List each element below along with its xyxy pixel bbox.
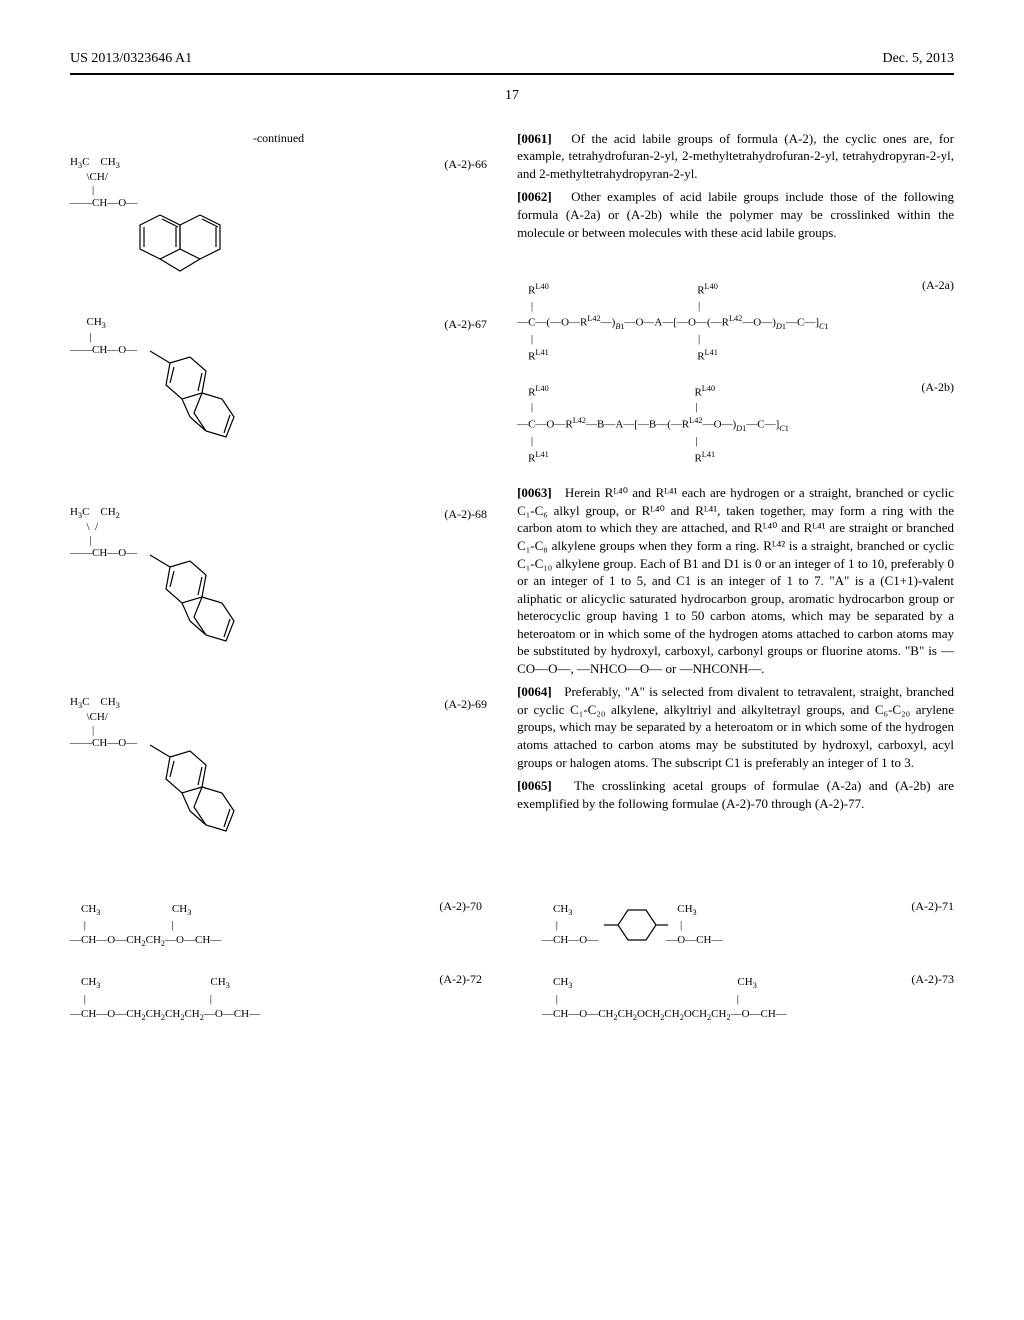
formula-a2b: (A-2b) RL40 RL40 | | —C—O—RL42—B—A—[—B—(…	[517, 383, 954, 467]
structure-a2-68: (A-2)-68 H3C CH2 \ / | ——CH—O—	[70, 506, 487, 676]
chem-text: H3C CH3 \CH/ | ——CH—O—	[70, 696, 487, 751]
chem-text: H3C CH2 \ / | ——CH—O—	[70, 506, 487, 561]
two-column-body: -continued (A-2)-66 H3C CH3 \CH/ | ——CH—…	[70, 130, 954, 886]
para-number: [0063]	[517, 485, 552, 500]
formula-text: RL40 RL40 | | —C—O—RL42—B—A—[—B—(—RL42—O…	[517, 383, 954, 467]
para-number: [0062]	[517, 189, 552, 204]
structure-label: (A-2)-73	[911, 971, 954, 987]
cyclohexane-icon	[604, 902, 660, 948]
chem-text: CH3 CH3 | | —CH—O—CH2CH2OCH2CH2OCH2CH2—O…	[542, 975, 954, 1022]
structure-label: (A-2)-71	[911, 898, 954, 914]
formula-label: (A-2b)	[921, 379, 954, 395]
chem-text: CH3 CH3 | | —CH—O—CH2CH2—O—CH—	[70, 902, 482, 949]
page-number: 17	[70, 87, 954, 106]
structure-a2-73: (A-2)-73 CH3 CH3 | | —CH—O—CH	[542, 975, 954, 1022]
structure-a2-71: (A-2)-71 CH3 | —CH—O— CH3	[542, 902, 954, 949]
header-rule	[70, 73, 954, 75]
structure-a2-66: (A-2)-66 H3C CH3 \CH/ | ——CH—O—	[70, 156, 487, 296]
para-number: [0064]	[517, 684, 552, 699]
fluorene-icon	[150, 745, 250, 860]
formula-label: (A-2a)	[922, 277, 954, 293]
paragraph-0062: [0062] Other examples of acid labile gro…	[517, 188, 954, 241]
continued-label: -continued	[70, 130, 487, 146]
bottom-structures: (A-2)-70 CH3 CH3 | | —CH—O—CH2CH2—O—CH— …	[70, 902, 954, 1023]
publication-date: Dec. 5, 2013	[882, 50, 954, 69]
structure-a2-69: (A-2)-69 H3C CH3 \CH/ | ——CH—O—	[70, 696, 487, 866]
fluorene-icon	[150, 351, 250, 466]
page-container: US 2013/0323646 A1 Dec. 5, 2013 17 -cont…	[0, 0, 1024, 1089]
left-column: -continued (A-2)-66 H3C CH3 \CH/ | ——CH—…	[70, 130, 487, 886]
paragraph-0064: [0064] Preferably, "A" is selected from …	[517, 683, 954, 771]
para-text: Other examples of acid labile groups inc…	[517, 189, 954, 239]
bottom-row-1: (A-2)-70 CH3 CH3 | | —CH—O—CH2CH2—O—CH— …	[70, 902, 954, 949]
formula-a2a: (A-2a) RL40 RL40 | | —C—(—O—RL42—)B1—O—A	[517, 281, 954, 365]
structure-label: (A-2)-68	[444, 506, 487, 522]
para-number: [0065]	[517, 778, 552, 793]
paragraph-0063: [0063] Herein Rᴸ⁴⁰ and Rᴸ⁴¹ each are hyd…	[517, 484, 954, 677]
structure-label: (A-2)-70	[439, 898, 482, 914]
page-header: US 2013/0323646 A1 Dec. 5, 2013	[70, 50, 954, 69]
formula-text: RL40 RL40 | | —C—(—O—RL42—)B1—O—A—[—O—(—…	[517, 281, 954, 365]
para-text: Herein Rᴸ⁴⁰ and Rᴸ⁴¹ each are hydrogen o…	[517, 485, 954, 675]
para-text: Of the acid labile groups of formula (A-…	[517, 131, 954, 181]
fluorene-icon	[130, 205, 240, 280]
structure-label: (A-2)-67	[444, 316, 487, 332]
structure-a2-72: (A-2)-72 CH3 CH3 | | —CH—O—CH2CH2CH2CH2—…	[70, 975, 482, 1022]
fluorene-icon	[150, 555, 250, 670]
structure-a2-67: (A-2)-67 CH3 | ——CH—O—	[70, 316, 487, 486]
para-number: [0061]	[517, 131, 552, 146]
bottom-row-2: (A-2)-72 CH3 CH3 | | —CH—O—CH2CH2CH2CH2—…	[70, 975, 954, 1022]
structure-label: (A-2)-72	[439, 971, 482, 987]
para-text: Preferably, "A" is selected from divalen…	[517, 684, 954, 769]
chem-text: CH3 CH3 | | —CH—O—CH2CH2CH2CH2—O—CH—	[70, 975, 482, 1022]
chem-text: CH3 | —CH—O— CH3 | —O—CH—	[542, 902, 954, 948]
paragraph-0065: [0065] The crosslinking acetal groups of…	[517, 777, 954, 812]
chem-text: CH3 | ——CH—O—	[70, 316, 487, 357]
chem-text: H3C CH3 \CH/ | ——CH—O—	[70, 156, 487, 211]
paragraph-0061: [0061] Of the acid labile groups of form…	[517, 130, 954, 183]
structure-label: (A-2)-69	[444, 696, 487, 712]
para-text: The crosslinking acetal groups of formul…	[517, 778, 954, 811]
patent-number: US 2013/0323646 A1	[70, 50, 192, 69]
structure-label: (A-2)-66	[444, 156, 487, 172]
right-column: [0061] Of the acid labile groups of form…	[517, 130, 954, 886]
structure-a2-70: (A-2)-70 CH3 CH3 | | —CH—O—CH2CH2—O—CH—	[70, 902, 482, 949]
